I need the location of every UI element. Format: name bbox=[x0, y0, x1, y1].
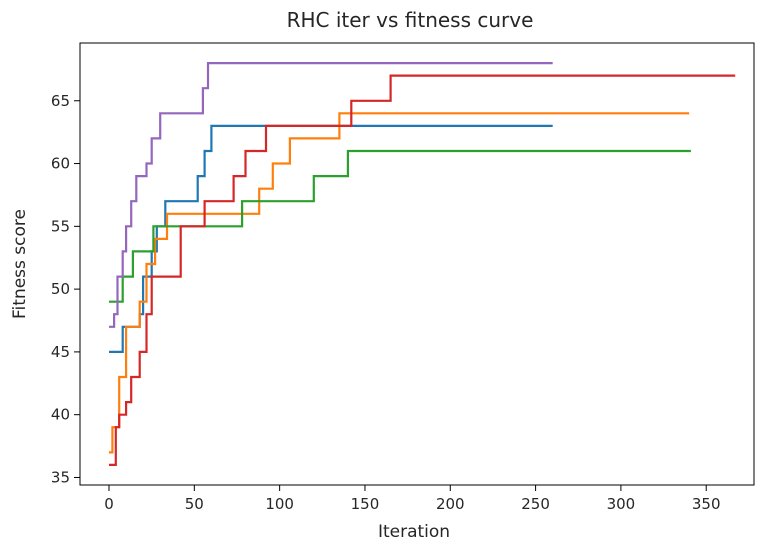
x-tick-label: 350 bbox=[692, 495, 721, 513]
y-axis-label: Fitness score bbox=[10, 209, 30, 319]
x-tick-label: 100 bbox=[265, 495, 294, 513]
y-tick-label: 60 bbox=[51, 155, 70, 173]
series-layer bbox=[109, 62, 736, 466]
x-axis: 0 50 100 150 200 250 300 350 bbox=[104, 485, 721, 513]
series-line-2 bbox=[109, 112, 690, 454]
x-tick-label: 250 bbox=[521, 495, 550, 513]
series-line-4 bbox=[109, 74, 736, 466]
y-tick-label: 65 bbox=[51, 92, 70, 110]
y-axis: 35 40 45 50 55 60 65 bbox=[51, 92, 80, 486]
y-tick-label: 35 bbox=[51, 468, 70, 486]
chart-title: RHC iter vs fitness curve bbox=[287, 8, 534, 32]
y-tick-label: 55 bbox=[51, 217, 70, 235]
x-tick-label: 0 bbox=[104, 495, 114, 513]
x-tick-label: 200 bbox=[436, 495, 465, 513]
x-axis-label: Iteration bbox=[378, 522, 450, 542]
y-tick-label: 50 bbox=[51, 280, 70, 298]
x-tick-label: 50 bbox=[185, 495, 204, 513]
series-line-1 bbox=[109, 124, 553, 353]
plot-area-frame bbox=[79, 42, 755, 486]
series-line-5 bbox=[109, 62, 553, 328]
x-tick-label: 150 bbox=[351, 495, 380, 513]
y-tick-label: 45 bbox=[51, 343, 70, 361]
y-tick-label: 40 bbox=[51, 406, 70, 424]
x-tick-label: 300 bbox=[607, 495, 636, 513]
